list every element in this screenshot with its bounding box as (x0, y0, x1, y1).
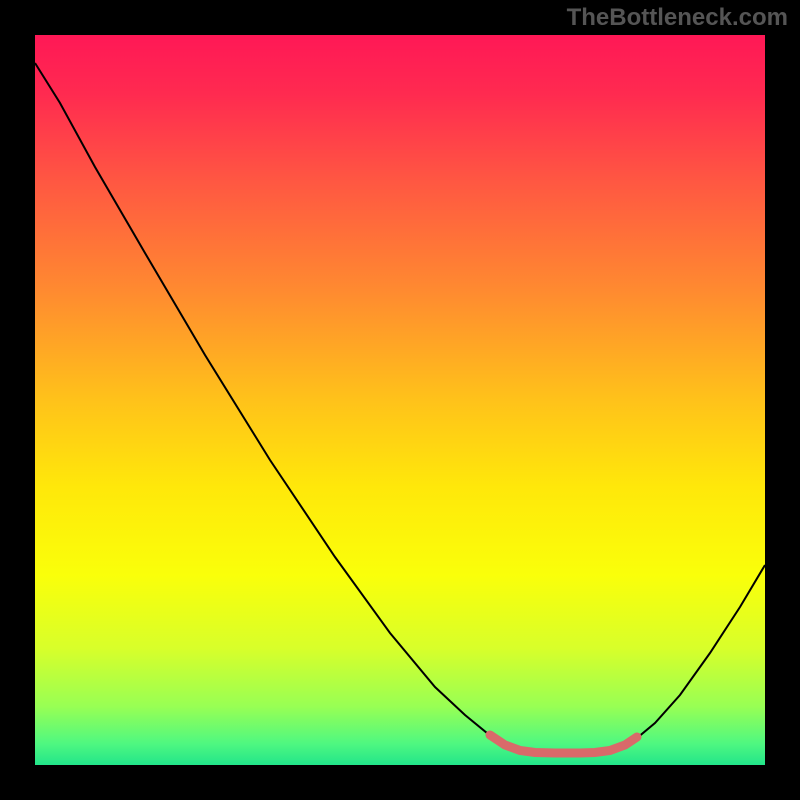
plot-area (35, 35, 765, 765)
watermark-text: TheBottleneck.com (567, 4, 788, 32)
main-curve-path (35, 63, 765, 753)
highlight-curve-path (490, 735, 637, 753)
curve-layer (35, 35, 765, 765)
chart-container: TheBottleneck.com (0, 0, 800, 800)
